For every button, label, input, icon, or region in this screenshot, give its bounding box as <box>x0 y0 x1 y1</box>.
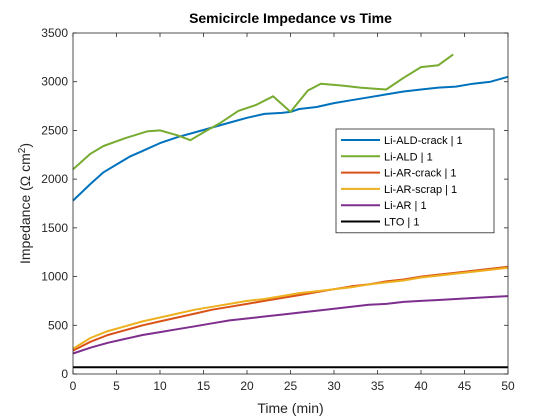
y-tick-label: 3500 <box>41 26 68 40</box>
x-tick-label: 45 <box>458 379 472 393</box>
legend-label: LTO | 1 <box>384 217 419 229</box>
x-tick-label: 5 <box>113 379 120 393</box>
y-tick-label: 3000 <box>41 75 68 89</box>
y-axis-ticks: 0 500 1000 1500 2000 2500 3000 3500 <box>41 26 508 381</box>
x-tick-label: 10 <box>153 379 167 393</box>
series-line <box>72 266 509 350</box>
x-axis-ticks: 0 5 10 15 20 25 30 35 40 45 50 <box>70 33 515 393</box>
y-axis-title-main: Impedance (Ω cm <box>17 153 33 264</box>
x-tick-label: 40 <box>414 379 428 393</box>
y-tick-label: 500 <box>48 318 68 332</box>
y-tick-label: 1500 <box>41 221 68 235</box>
series-line <box>72 53 454 171</box>
x-tick-label: 25 <box>284 379 298 393</box>
x-tick-label: 30 <box>327 379 341 393</box>
legend-box <box>335 128 495 234</box>
legend-label: Li-AR-scrap | 1 <box>384 184 457 196</box>
legend: Li-ALD-crack | 1 Li-ALD | 1 Li-AR-crack | … <box>335 128 495 234</box>
series-layer <box>72 53 509 369</box>
y-axis-title: Impedance (Ω cm2) <box>17 143 33 264</box>
y-tick-label: 0 <box>61 367 68 381</box>
x-tick-label: 50 <box>501 379 515 393</box>
x-axis-title: Time (min) <box>257 400 323 416</box>
x-tick-label: 15 <box>197 379 211 393</box>
y-axis-title-end: ) <box>17 143 33 148</box>
legend-label: Li-ALD-crack | 1 <box>384 135 463 147</box>
series-line <box>72 295 509 355</box>
legend-label: Li-ALD | 1 <box>384 151 433 163</box>
series-line <box>72 75 509 202</box>
y-tick-label: 2500 <box>41 123 68 137</box>
x-tick-label: 0 <box>70 379 77 393</box>
legend-label: Li-AR-crack | 1 <box>384 168 457 180</box>
x-tick-label: 20 <box>240 379 254 393</box>
x-tick-label: 35 <box>371 379 385 393</box>
y-axis-title-superscript: 2 <box>17 147 28 153</box>
y-tick-label: 1000 <box>41 270 68 284</box>
chart-title: Semicircle Impedance vs Time <box>189 10 392 26</box>
legend-label: Li-AR | 1 <box>384 200 427 212</box>
y-tick-label: 2000 <box>41 172 68 186</box>
